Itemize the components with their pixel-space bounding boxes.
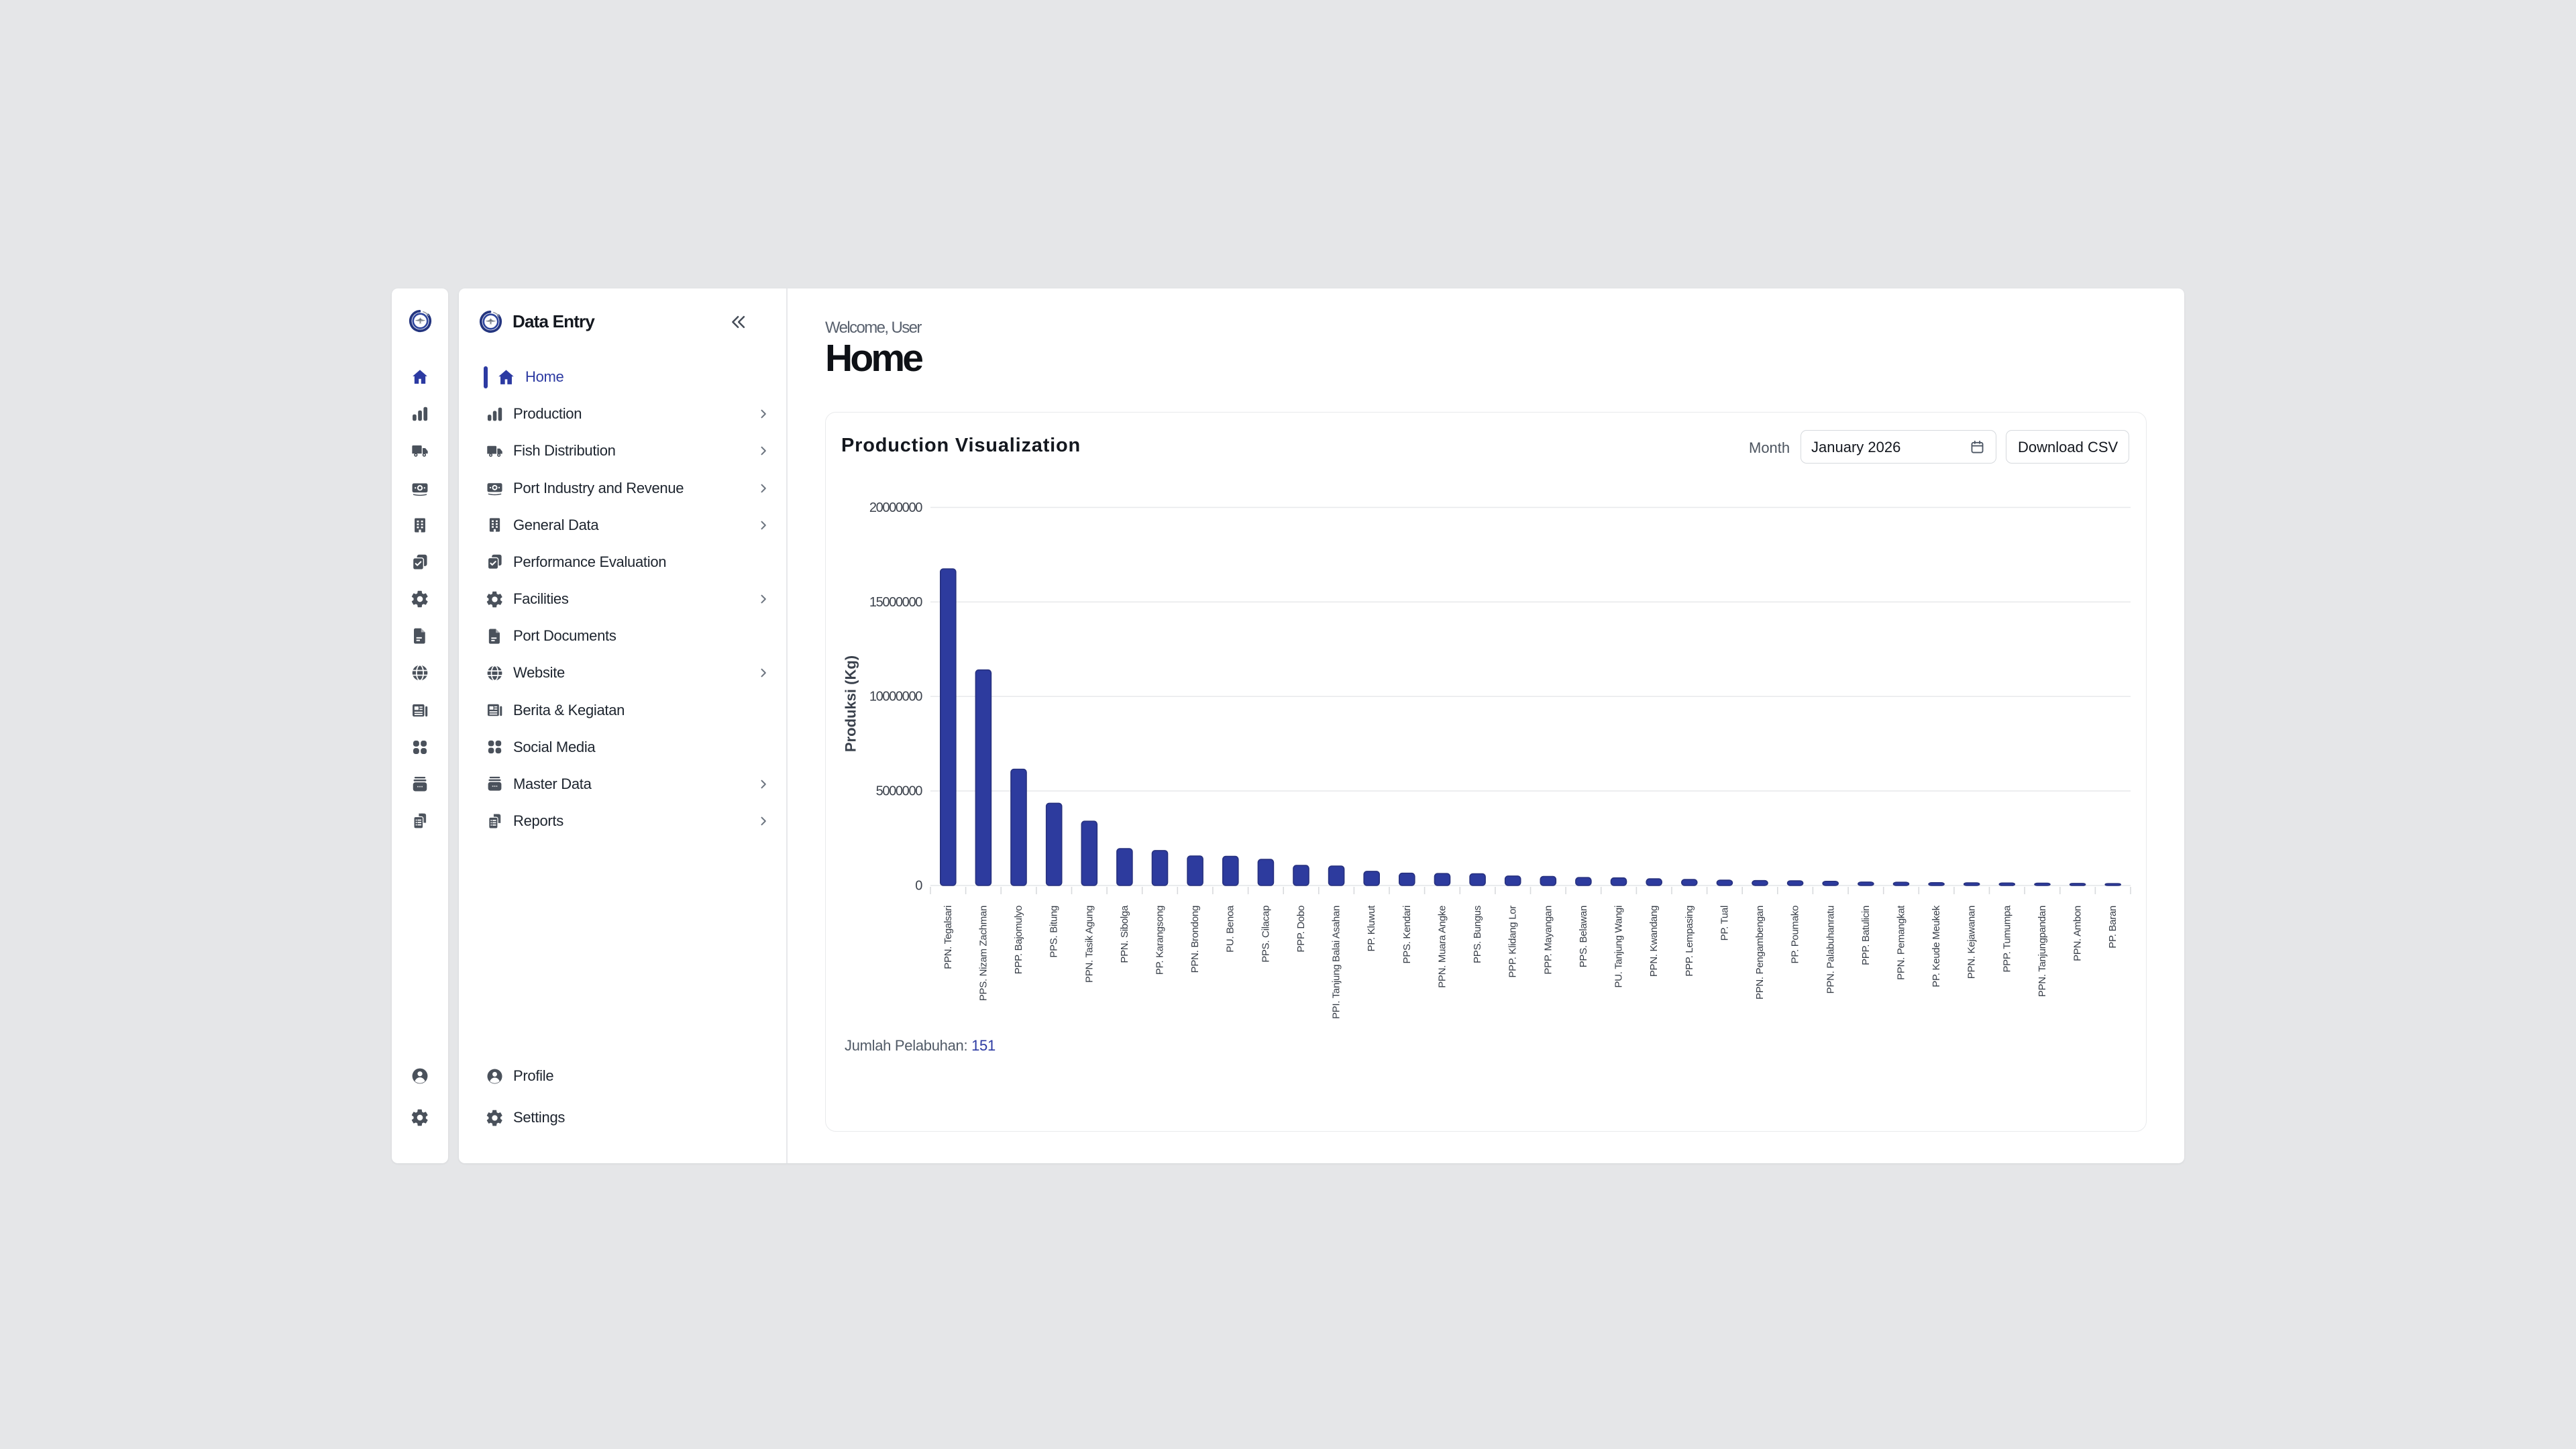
svg-text:PPN. Brondong: PPN. Brondong (1189, 906, 1201, 973)
svg-text:0: 0 (915, 879, 922, 894)
svg-text:PPN. Sibolga: PPN. Sibolga (1119, 905, 1130, 963)
svg-text:PPP. Lempasing: PPP. Lempasing (1684, 906, 1695, 977)
svg-text:PPN. Kwandang: PPN. Kwandang (1648, 906, 1660, 977)
svg-text:PPS. Belawan: PPS. Belawan (1578, 906, 1589, 967)
svg-text:PP. Baran: PP. Baran (2107, 906, 2118, 949)
svg-text:PP. Kluwut: PP. Kluwut (1366, 905, 1377, 952)
svg-text:PU. Benoa: PU. Benoa (1225, 905, 1236, 953)
svg-text:PPP. Dobo: PPP. Dobo (1295, 906, 1307, 953)
svg-text:PPS. Kendari: PPS. Kendari (1401, 906, 1413, 963)
svg-text:PPI. Tanjung Balai Asahan: PPI. Tanjung Balai Asahan (1331, 906, 1342, 1019)
svg-text:PP. Karangsong: PP. Karangsong (1155, 906, 1166, 975)
svg-text:PPN. Palabuhanratu: PPN. Palabuhanratu (1825, 906, 1836, 994)
svg-text:PPP. Bajomulyo: PPP. Bajomulyo (1013, 906, 1024, 974)
svg-text:15000000: 15000000 (869, 595, 922, 610)
svg-text:PPN. Muara Angke: PPN. Muara Angke (1437, 906, 1448, 988)
svg-text:PP. Tual: PP. Tual (1719, 906, 1730, 941)
svg-text:PPS. Bungus: PPS. Bungus (1472, 906, 1483, 963)
svg-text:PPN. Tegalsari: PPN. Tegalsari (943, 906, 954, 969)
svg-text:10000000: 10000000 (869, 690, 922, 704)
svg-text:PPP. Klidang Lor: PPP. Klidang Lor (1507, 906, 1519, 978)
svg-text:20000000: 20000000 (869, 500, 922, 515)
svg-text:PPN. Pengambengan: PPN. Pengambengan (1754, 906, 1766, 1000)
svg-text:PPS. Cilacap: PPS. Cilacap (1260, 906, 1271, 963)
svg-text:PPS. Nizam Zachman: PPS. Nizam Zachman (977, 906, 989, 1001)
svg-text:PPN. Pemangkat: PPN. Pemangkat (1896, 905, 1907, 980)
svg-text:PPN. Ambon: PPN. Ambon (2072, 906, 2084, 961)
svg-text:PPS. Bitung: PPS. Bitung (1049, 906, 1060, 958)
svg-text:PP. Keude Meukek: PP. Keude Meukek (1931, 905, 1942, 987)
svg-text:5000000: 5000000 (876, 784, 923, 799)
svg-text:PPN. Tasik Agung: PPN. Tasik Agung (1083, 906, 1095, 983)
svg-text:PU. Tanjung Wangi: PU. Tanjung Wangi (1613, 906, 1625, 987)
svg-text:PPP. Batulicin: PPP. Batulicin (1860, 906, 1872, 965)
svg-text:PPN. Kejawanan: PPN. Kejawanan (1966, 906, 1978, 979)
svg-text:PPP. Mayangan: PPP. Mayangan (1542, 906, 1554, 975)
svg-text:Produksi (Kg): Produksi (Kg) (843, 655, 859, 752)
svg-text:PPN. Tanjungpandan: PPN. Tanjungpandan (2037, 906, 2048, 997)
svg-text:PPP. Tumumpa: PPP. Tumumpa (2001, 905, 2012, 972)
svg-text:PP. Poumako: PP. Poumako (1790, 906, 1801, 963)
